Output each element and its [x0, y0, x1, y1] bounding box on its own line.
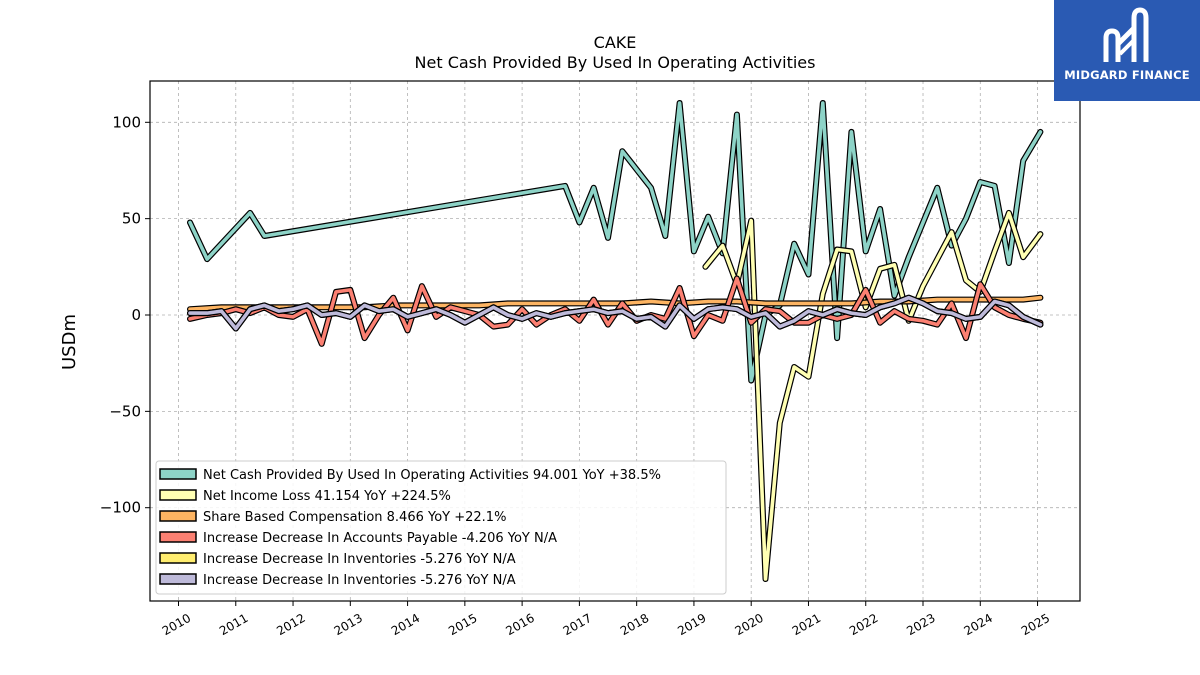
- x-tick-label: 2011: [217, 611, 250, 638]
- legend-swatch: [159, 573, 197, 585]
- plot-area-frame: [149, 80, 1081, 602]
- series-stroke: [188, 295, 1043, 331]
- legend-entry: Net Income Loss 41.154 YoY +224.5%: [203, 489, 451, 504]
- y-tick-label: −50: [109, 402, 141, 420]
- x-tick-label: 2021: [790, 611, 823, 638]
- x-tick-label: 2010: [160, 611, 193, 638]
- legend-swatch: [159, 510, 197, 522]
- y-tick-label: 50: [122, 210, 141, 228]
- legend-box: [155, 460, 727, 595]
- y-tick-label: 100: [112, 113, 141, 131]
- x-tick-label: 2019: [675, 611, 708, 638]
- x-tick-label: 2024: [962, 611, 995, 638]
- legend-swatch: [159, 552, 197, 564]
- series-lines: [187, 100, 1044, 582]
- x-tick-label: 2017: [561, 611, 594, 638]
- x-tick-label: 2013: [332, 611, 365, 638]
- x-tick-label: 2015: [446, 611, 479, 638]
- legend-entry: Increase Decrease In Inventories -5.276 …: [203, 573, 516, 588]
- x-tick-label: 2012: [274, 611, 307, 638]
- x-tick-label: 2014: [389, 611, 422, 638]
- logo-wordmark: MIDGARD FINANCE: [1064, 68, 1190, 82]
- midgard-logo-icon: [1103, 7, 1149, 62]
- legend-entry: Share Based Compensation 8.466 YoY +22.1…: [203, 510, 506, 525]
- y-tick-label: −100: [100, 499, 141, 517]
- legend-entry: Net Cash Provided By Used In Operating A…: [203, 468, 661, 483]
- legend: Net Cash Provided By Used In Operating A…: [155, 460, 727, 595]
- x-tick-label: 2020: [732, 611, 765, 638]
- legend-entry: Increase Decrease In Accounts Payable -4…: [203, 531, 557, 546]
- series-line-2: [702, 209, 1044, 582]
- legend-entry: Increase Decrease In Inventories -5.276 …: [203, 552, 516, 567]
- legend-swatch: [159, 489, 197, 501]
- y-tick-label: 0: [131, 306, 141, 324]
- legend-swatch: [159, 468, 197, 480]
- x-tick-label: 2018: [618, 611, 651, 638]
- chart-subtitle: Net Cash Provided By Used In Operating A…: [415, 53, 816, 72]
- x-tick-label: 2023: [904, 611, 937, 638]
- x-tick-label: 2016: [503, 611, 536, 638]
- series-line-6: [187, 294, 1044, 332]
- midgard-finance-logo: MIDGARD FINANCE: [1054, 0, 1200, 101]
- x-tick-label: 2022: [847, 611, 880, 638]
- y-axis-label: USDm: [59, 314, 80, 370]
- legend-swatch: [159, 531, 197, 543]
- chart-title: CAKE: [594, 33, 637, 52]
- x-tick-label: 2025: [1019, 611, 1052, 638]
